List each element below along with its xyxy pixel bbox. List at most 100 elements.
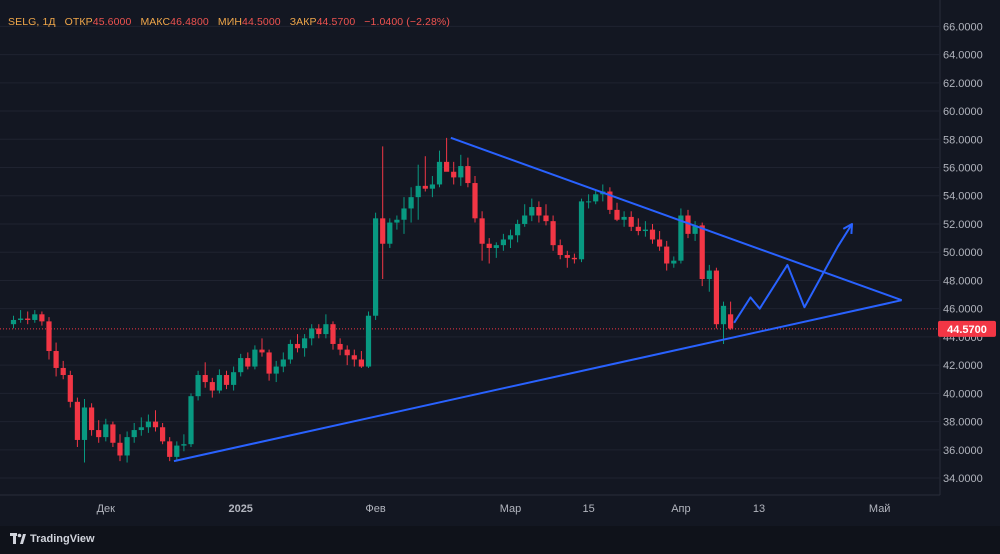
candle-body [32,314,38,320]
y-tick-label: 62.0000 [943,78,983,90]
candle-body [458,166,464,178]
projection-path [733,223,853,324]
x-tick-label: Фев [365,503,385,515]
candle-body [500,239,506,246]
candle-body [415,185,421,198]
y-tick-label: 60.0000 [943,106,983,118]
candle-body [373,218,379,316]
candle-body [422,185,428,189]
candle-body [550,221,556,246]
candle-body [706,270,712,280]
candle-body [167,441,173,457]
y-tick-label: 54.0000 [943,191,983,203]
x-tick-label: 2025 [228,503,252,515]
low-value: 44.5000 [242,16,281,28]
candle-body [188,396,194,445]
x-tick-label: Май [869,503,891,515]
candle-body [10,319,17,325]
y-tick-label: 36.0000 [943,445,983,457]
candle-body [67,375,73,402]
candle-body [89,407,95,431]
candle-body [408,197,414,209]
candle-body [529,207,535,216]
candle-body [316,328,322,335]
candle-body [493,245,499,248]
candle-body [18,318,24,320]
candle-body [287,343,293,360]
candle-body [294,343,301,349]
open-value: 45.6000 [92,16,132,28]
candle-body [536,207,542,216]
candle-body [145,421,151,428]
candle-body [209,382,215,391]
candle-body [110,424,116,443]
candle-body [323,324,329,335]
x-tick-label: Апр [671,503,690,515]
candle-body [664,246,670,264]
ohlc-legend: SELG, 1Д ОТКР45.6000 МАКС46.4800 МИН44.5… [8,16,450,28]
candle-body [117,442,123,456]
candle-body [571,257,577,260]
candle-body [25,318,31,320]
candle-body [543,215,549,222]
candle-body [131,430,137,438]
candle-body [351,355,357,360]
x-tick-label: Дек [97,503,116,515]
candle-body [642,229,648,232]
low-label: МИН [217,16,243,28]
candle-body [479,218,485,244]
candle-body [195,375,201,397]
close-label: ЗАКР [289,16,317,28]
candle-body [60,367,66,376]
candle-body [444,161,450,172]
candle-body [628,216,634,227]
tradingview-logo-icon [10,533,26,544]
candle-body [607,191,613,210]
candle-body [124,437,130,456]
y-tick-label: 64.0000 [943,50,983,62]
candle-body [81,407,88,440]
candle-body [245,358,251,367]
candle-body [649,229,656,240]
trendline-lower [173,299,902,463]
y-tick-label: 46.0000 [943,304,983,316]
candle-body [344,349,350,356]
candle-body [465,166,471,184]
candle-body [713,270,719,325]
candle-body [401,208,407,220]
symbol-label: SELG, 1Д [8,16,56,28]
last-price-badge [938,320,996,337]
candle-body [720,305,727,325]
candle-body [522,215,528,224]
candle-body [358,359,364,367]
tradingview-watermark[interactable]: TradingView [10,531,95,547]
candle-body [578,201,585,260]
candle-body [614,209,620,220]
y-tick-label: 40.0000 [943,388,983,400]
candle-body [96,430,102,438]
candle-body [238,358,244,373]
candle-body [635,226,641,232]
candle-body [515,223,521,236]
candles-group [10,137,734,463]
candle-body [472,183,478,219]
projection-arrow-icon [842,222,854,235]
candle-body [671,260,677,264]
candle-body [174,445,180,457]
candle-body [46,321,52,352]
high-value: 46.4800 [170,16,209,28]
candle-body [586,201,592,203]
candle-body [152,421,159,428]
candle-body [302,338,308,349]
candle-body [365,315,372,367]
candle-body [138,427,144,431]
x-tick-label: 15 [582,503,594,515]
x-tick-label: 13 [753,503,765,515]
candle-body [74,401,80,440]
candle-body [699,225,705,280]
candle-body [557,245,563,256]
x-tick-label: Мар [500,503,522,515]
